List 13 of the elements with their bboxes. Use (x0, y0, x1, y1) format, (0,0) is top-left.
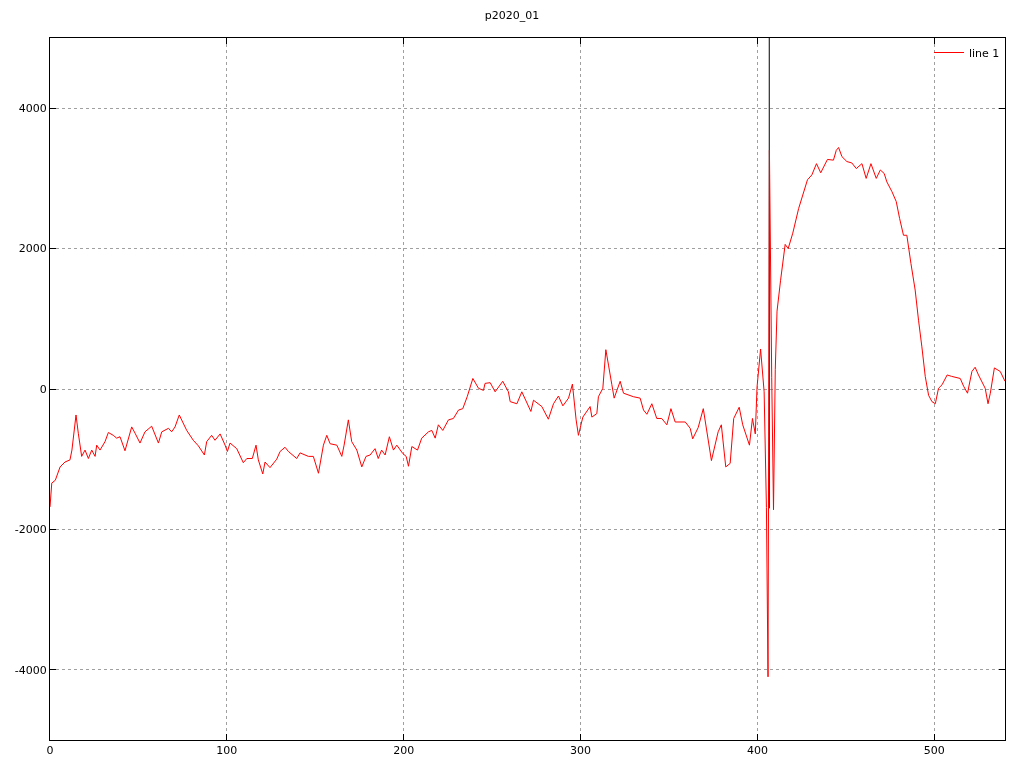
y-tick-label: -2000 (14, 523, 47, 537)
legend-label: line 1 (969, 46, 1000, 60)
chart-title: p2020_01 (484, 9, 540, 23)
x-tick-label: 100 (216, 744, 238, 758)
x-tick-label: 500 (923, 744, 945, 758)
y-tick-label: -4000 (14, 663, 47, 677)
x-tick-label: 200 (393, 744, 415, 758)
x-tick-label: 300 (570, 744, 592, 758)
y-tick-label: 0 (39, 382, 47, 396)
y-tick-label: 2000 (18, 242, 47, 256)
x-tick-label: 400 (746, 744, 768, 758)
line-series (50, 147, 1005, 678)
y-tick-label: 4000 (18, 102, 47, 116)
